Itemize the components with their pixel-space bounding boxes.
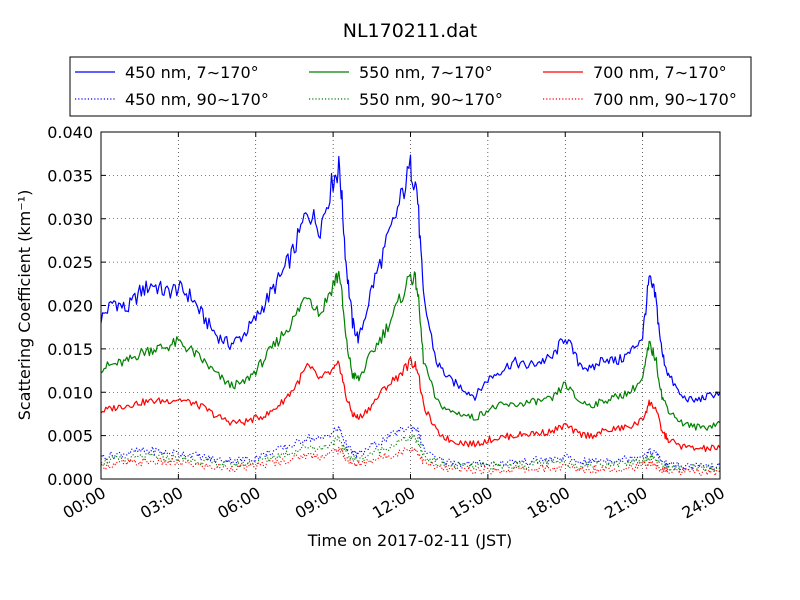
chart-title: NL170211.dat bbox=[343, 20, 478, 42]
series-layer bbox=[100, 154, 721, 477]
y-axis-label: Scattering Coefficient (km⁻¹) bbox=[15, 190, 34, 421]
legend-label: 450 nm, 90∼170° bbox=[125, 90, 269, 109]
y-tick-label: 0.035 bbox=[47, 166, 93, 185]
series-line bbox=[100, 356, 721, 453]
series-line bbox=[100, 446, 721, 477]
legend-label: 550 nm, 90∼170° bbox=[359, 90, 503, 109]
y-tick-label: 0.020 bbox=[47, 297, 93, 316]
y-tick-label: 0.010 bbox=[47, 383, 93, 402]
y-tick-label: 0.030 bbox=[47, 210, 93, 229]
y-tick-label: 0.025 bbox=[47, 253, 93, 272]
y-tick-label: 0.015 bbox=[47, 340, 93, 359]
series-line bbox=[100, 270, 721, 431]
series-line bbox=[100, 154, 721, 403]
legend: 450 nm, 7∼170° 550 nm, 7∼170° 700 nm, 7∼17… bbox=[69, 56, 752, 117]
legend-label: 550 nm, 7∼170° bbox=[359, 63, 493, 82]
series-line bbox=[100, 425, 721, 471]
legend-label: 700 nm, 7∼170° bbox=[593, 63, 727, 82]
legend-label: 450 nm, 7∼170° bbox=[125, 63, 259, 82]
legend-label: 700 nm, 90∼170° bbox=[593, 90, 737, 109]
series-line bbox=[100, 433, 721, 473]
y-tick-label: 0.040 bbox=[47, 123, 93, 142]
y-tick-label: 0.005 bbox=[47, 427, 93, 446]
x-axis-label: Time on 2017-02-11 (JST) bbox=[307, 531, 512, 550]
legend-frame bbox=[69, 56, 752, 117]
y-tick-label: 0.000 bbox=[47, 470, 93, 489]
